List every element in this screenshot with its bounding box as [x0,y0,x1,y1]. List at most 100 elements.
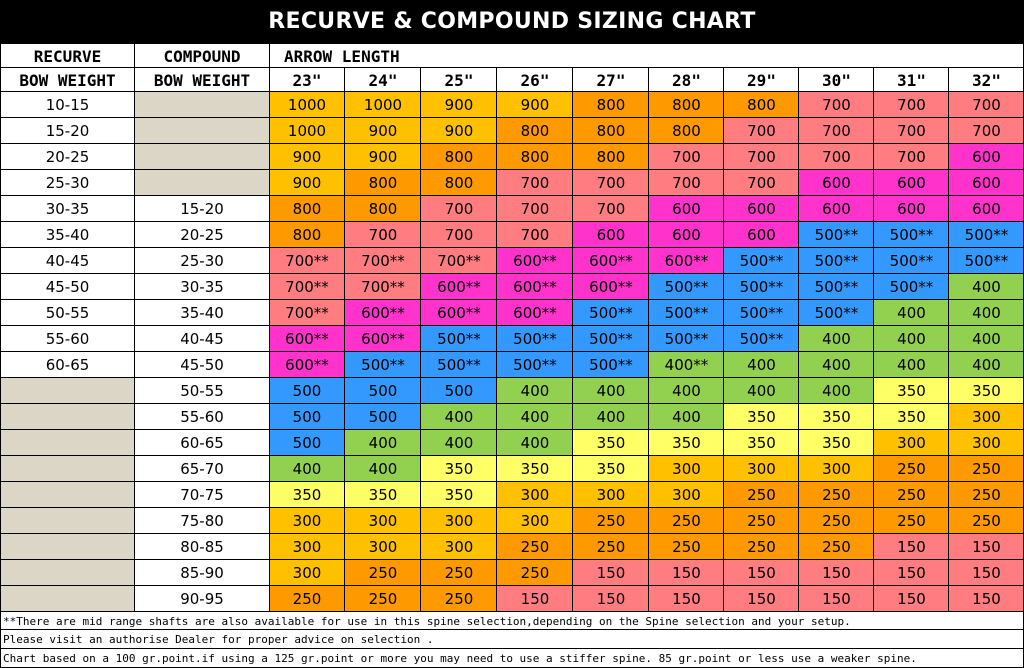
recurve-weight-cell: 40-45 [0,248,135,274]
spine-cell: 800 [345,196,421,222]
spine-cell: 300 [724,456,799,482]
spine-cell: 700 [497,222,573,248]
length-header-25: 25" [444,70,474,90]
spine-cell: 500** [573,352,649,378]
spine-cell: 400** [649,352,724,378]
compound-weight-cell: 25-30 [135,248,269,274]
recurve-weight-cell [0,534,135,560]
spine-cell: 500** [799,222,874,248]
grid-line [0,429,1024,430]
grid-line [948,68,949,612]
compound-header-top: COMPOUND [163,46,241,66]
grid-line [0,325,1024,326]
spine-cell: 400 [799,352,874,378]
spine-cell: 150 [949,586,1024,612]
recurve-weight-cell: 50-55 [0,300,135,326]
spine-cell: 350 [874,404,949,430]
spine-cell: 350 [724,430,799,456]
grid-line [0,559,1024,560]
spine-cell: 600 [724,222,799,248]
spine-cell: 250 [421,586,497,612]
spine-cell: 600 [649,196,724,222]
grid-line [0,611,1024,612]
spine-cell: 600** [573,274,649,300]
grid-line [0,585,1024,586]
spine-cell: 150 [874,586,949,612]
recurve-weight-cell: 35-40 [0,222,135,248]
spine-cell: 500** [649,274,724,300]
spine-cell: 250 [724,534,799,560]
spine-cell: 700 [724,118,799,144]
spine-cell: 600** [269,352,345,378]
spine-cell: 700 [573,170,649,196]
spine-cell: 700 [799,144,874,170]
spine-cell: 400 [573,378,649,404]
grid-line [0,117,1024,118]
spine-cell: 250 [345,586,421,612]
spine-cell: 900 [421,118,497,144]
length-header-28: 28" [672,70,701,90]
spine-cell: 700** [269,274,345,300]
length-header-27: 27" [596,70,626,90]
spine-cell: 350 [421,456,497,482]
spine-cell: 500** [724,326,799,352]
recurve-weight-cell: 55-60 [0,326,135,352]
recurve-weight-cell [0,378,135,404]
length-header-26: 26" [520,70,550,90]
spine-cell: 250 [573,534,649,560]
spine-cell: 500 [269,378,345,404]
spine-cell: 600 [573,222,649,248]
spine-cell: 250 [949,456,1024,482]
spine-cell: 250 [497,534,573,560]
spine-cell: 500 [421,378,497,404]
spine-cell: 400 [345,430,421,456]
grid-line [0,533,1024,534]
spine-cell: 500** [949,222,1024,248]
grid-line [134,43,135,612]
length-header-23: 23" [292,70,322,90]
spine-cell: 400 [949,326,1024,352]
grid-line [0,629,1024,630]
spine-cell: 250 [949,482,1024,508]
spine-cell: 250 [649,534,724,560]
spine-cell: 500** [874,274,949,300]
grid-line [0,612,1,668]
spine-cell: 250 [269,586,345,612]
spine-cell: 150 [573,560,649,586]
spine-cell: 800 [573,144,649,170]
spine-cell: 250 [724,508,799,534]
spine-cell: 150 [874,534,949,560]
spine-cell: 1000 [345,92,421,118]
spine-cell: 700 [497,196,573,222]
spine-cell: 500** [421,352,497,378]
grid-line [0,403,1024,404]
spine-cell: 700** [345,274,421,300]
compound-weight-cell: 45-50 [135,352,269,378]
length-header-29: 29" [747,70,776,90]
grid-line [420,68,421,612]
spine-cell: 500 [345,404,421,430]
spine-cell: 300 [269,534,345,560]
footnote-dealer: Please visit an authorise Dealer for pro… [3,632,434,646]
spine-cell: 400 [421,404,497,430]
spine-cell: 700 [874,144,949,170]
spine-cell: 600 [949,196,1024,222]
spine-cell: 250 [421,560,497,586]
recurve-weight-cell: 10-15 [0,92,135,118]
spine-cell: 400 [497,430,573,456]
grid-line [0,273,1024,274]
spine-cell: 700** [269,300,345,326]
spine-cell: 600** [345,326,421,352]
spine-cell: 600** [649,248,724,274]
spine-cell: 600 [649,222,724,248]
spine-cell: 300 [497,482,573,508]
spine-cell: 150 [949,534,1024,560]
grid-line [572,68,573,612]
spine-cell: 700 [421,222,497,248]
grid-line [0,67,135,68]
grid-line [0,377,1024,378]
spine-cell: 500** [874,248,949,274]
recurve-header-bottom: BOW WEIGHT [19,70,116,90]
spine-cell: 400 [269,456,345,482]
spine-cell: 700 [949,118,1024,144]
